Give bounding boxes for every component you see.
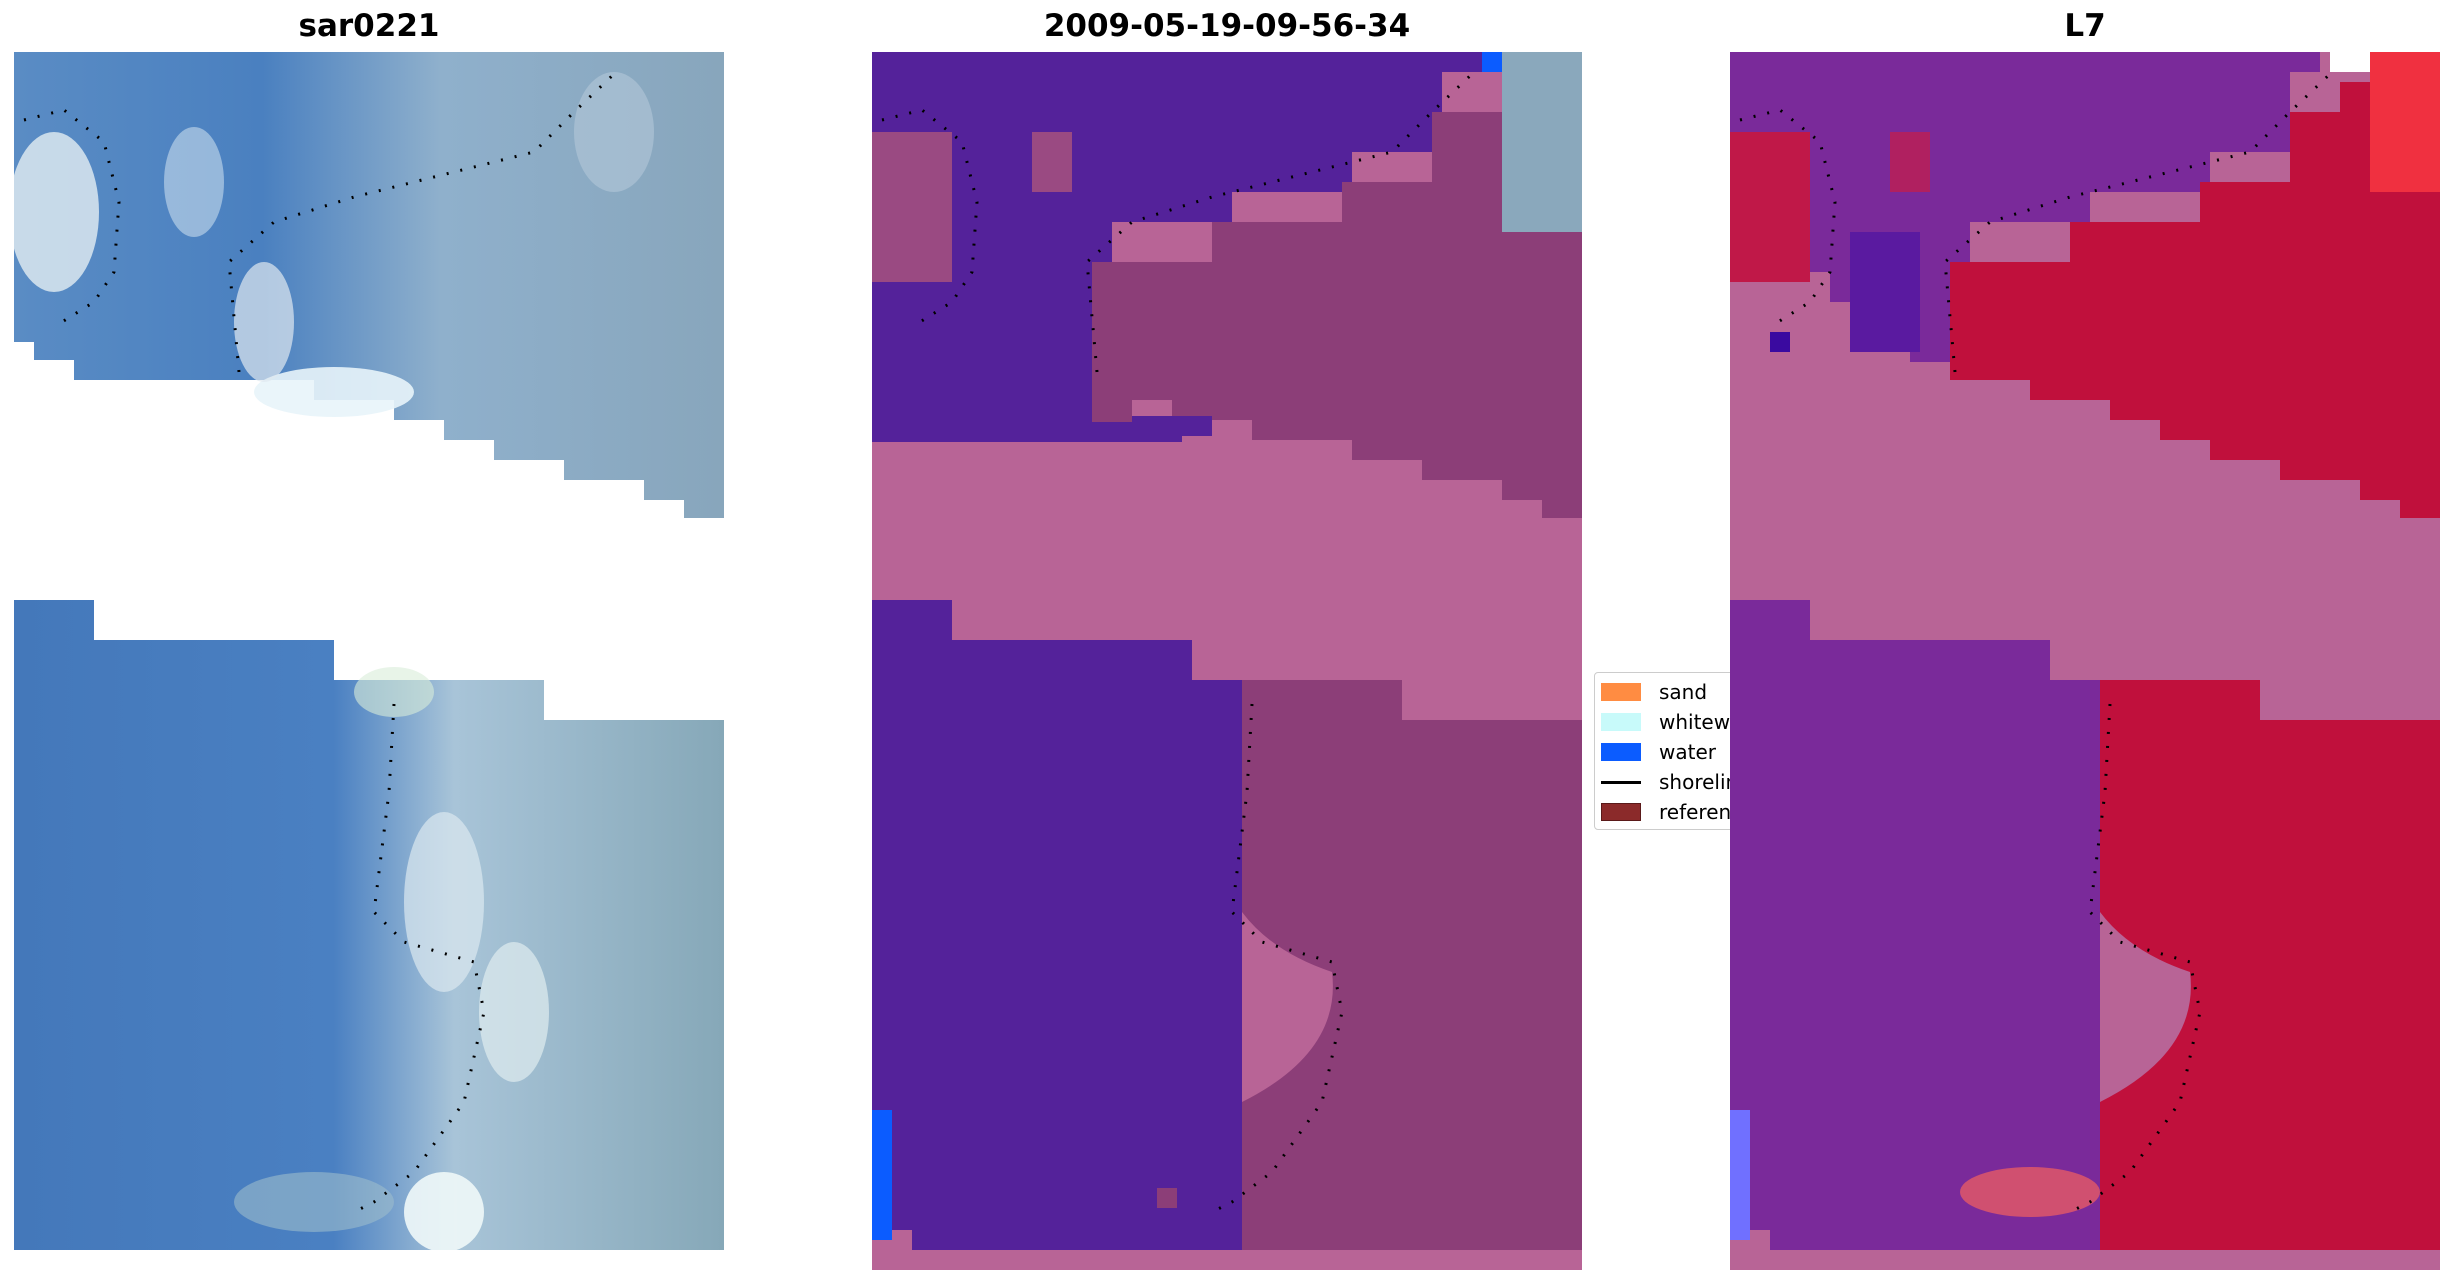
mndwi-no-data-strip [1770,1250,2440,1270]
panel-title-rgb: sar0221 [298,8,440,44]
mndwi-water-patch [1770,332,1790,352]
rgb-image-panel[interactable] [14,52,724,1250]
panel-title-mndwi: L7 [2064,8,2106,44]
rgb-tile-bottom [14,600,724,1250]
legend-swatch-whitewater [1601,713,1641,731]
classified-image [872,52,1582,1270]
classified-land-patch [1032,132,1072,192]
mndwi-land-patch [1960,1167,2100,1217]
classified-land-patch [872,132,952,282]
rgb-whitewater-patch [164,127,224,237]
legend-swatch-water [1601,743,1641,761]
mndwi-land-patch [1730,132,1810,282]
classified-no-data-strip [912,1250,1582,1270]
classified-land-top [1092,112,1582,518]
legend-item-shoreline: shoreline [1601,769,1751,795]
panel-title-classified: 2009-05-19-09-56-34 [1043,8,1411,44]
rgb-whitewater-patch [574,72,654,192]
shoreline-top [1739,108,1837,329]
rgb-whitewater-patch [14,132,99,292]
mndwi-land-bottom [2100,680,2440,1250]
rgb-whitewater-patch [234,1172,394,1232]
legend-label-sand: sand [1659,680,1708,704]
mndwi-land-bright [2330,52,2370,72]
legend-line-shoreline [1601,780,1641,784]
mndwi-image [1730,52,2440,1270]
classified-water-top [872,52,1482,442]
rgb-whitewater-patch [404,812,484,992]
shoreline-top [881,108,979,329]
shoreline-top [23,108,121,329]
mndwi-land-top [1950,82,2440,518]
legend-item-sand: sand [1601,679,1707,705]
rgb-whitewater-patch [404,1172,484,1250]
classified-image-panel[interactable] [872,52,1582,1270]
rgb-whitewater-patch [479,942,549,1082]
classified-water-patch [872,1110,892,1240]
rgb-whitewater-patch [354,667,434,717]
mndwi-land-patch [1890,132,1930,192]
legend-swatch-sand [1601,683,1641,701]
mndwi-water-patch [1730,1110,1750,1240]
classified-unclassified-corner [1502,52,1582,232]
legend-swatch-reference [1601,803,1641,821]
classified-water-patch [1482,52,1502,72]
classified-land-patch [1157,1188,1177,1208]
mndwi-water-patch [1850,232,1920,352]
rgb-image [14,52,724,1250]
classified-land-bottom [1242,680,1582,1250]
legend-label-water: water [1659,740,1716,764]
rgb-whitewater-patch [254,367,414,417]
mndwi-image-panel[interactable] [1730,52,2440,1270]
legend-item-water: water [1601,739,1716,765]
rgb-whitewater-patch [234,262,294,382]
classified-water-bottom [872,600,1242,1250]
classified-water-strip [1132,416,1212,436]
mndwi-land-bright [2370,52,2440,192]
mndwi-water-bottom [1730,600,2100,1250]
